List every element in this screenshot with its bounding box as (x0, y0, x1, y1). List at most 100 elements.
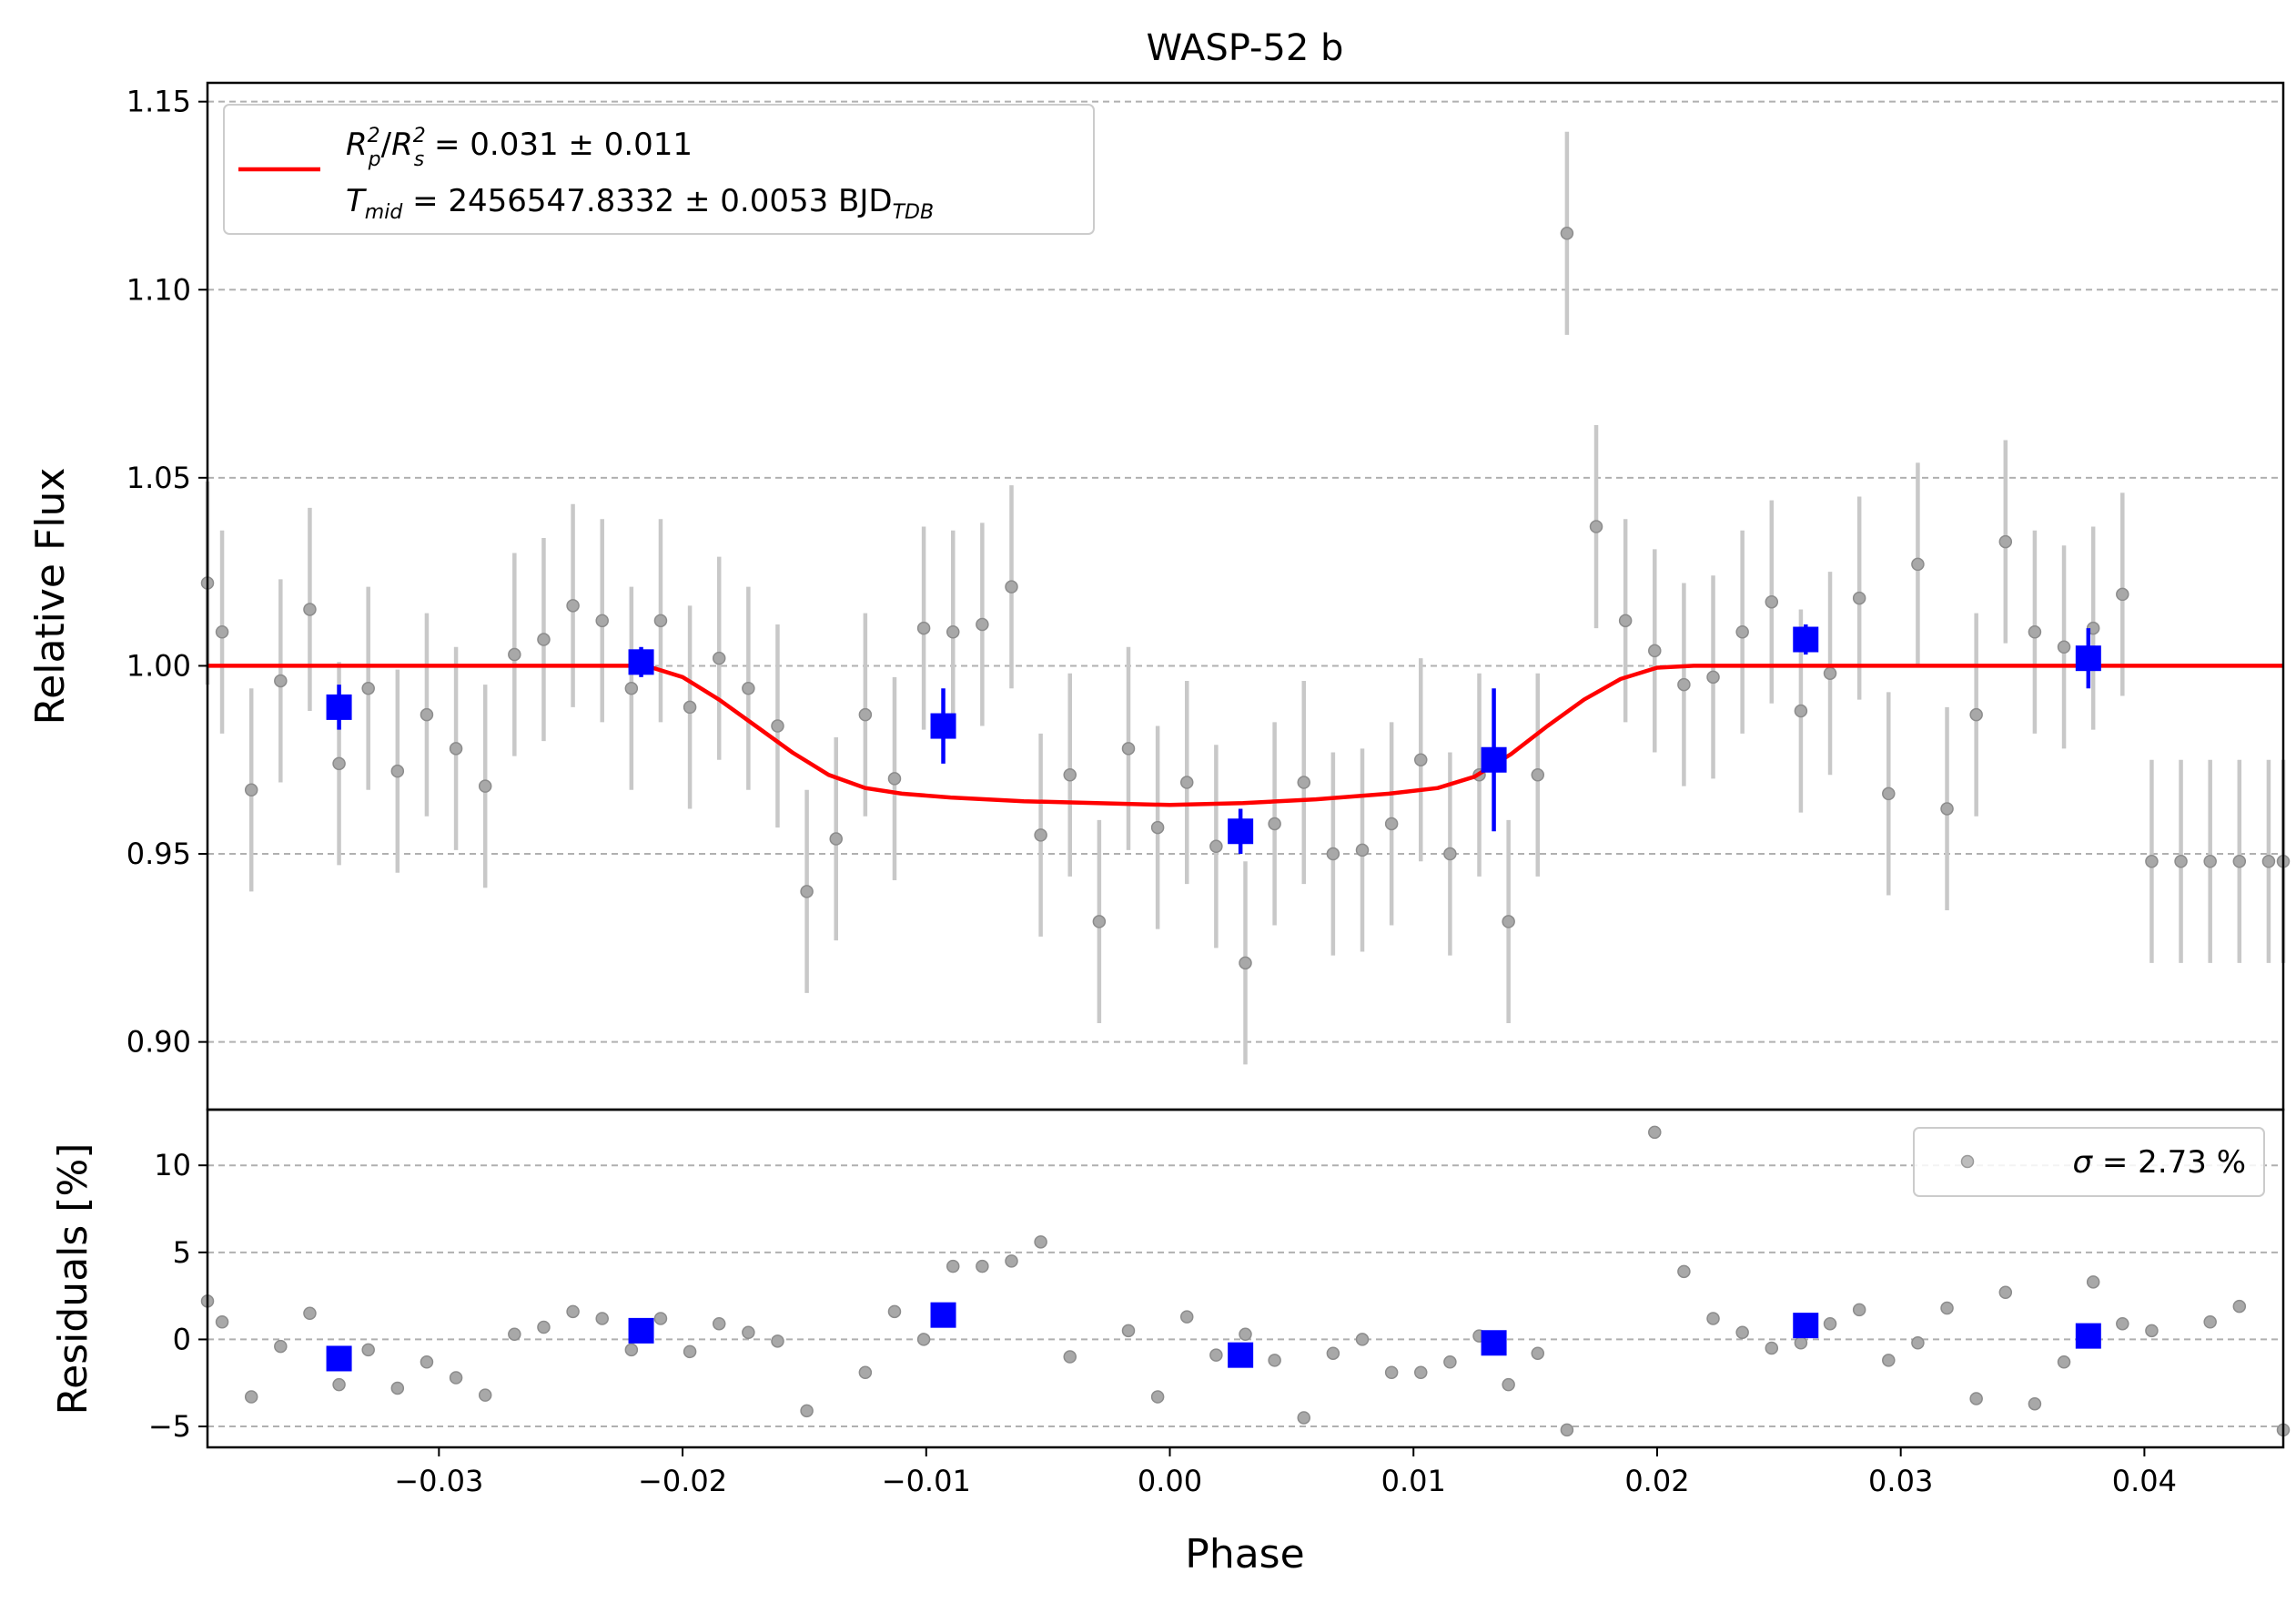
flux-data-point (2116, 587, 2129, 602)
flux-data-point (595, 614, 609, 628)
residual-data-point (1735, 1325, 1749, 1340)
residual-binned-point (930, 1302, 956, 1328)
flux-data-point (1794, 704, 1808, 718)
flux-data-point (390, 764, 405, 778)
legend-depth-text: R2 p/R2 s = 0.031 ± 0.011 (346, 125, 693, 171)
flux-data-points (200, 227, 2291, 970)
flux-data-point (1268, 817, 1281, 831)
residuals-y-tick-label: 0 (173, 1322, 191, 1356)
residual-data-point (508, 1327, 521, 1341)
residual-data-point (1355, 1333, 1370, 1346)
residual-data-point (800, 1404, 814, 1418)
residual-data-point (916, 1333, 931, 1346)
flux-data-point (2145, 855, 2159, 868)
residual-data-point (1150, 1390, 1165, 1404)
flux-data-point (1648, 644, 1662, 658)
flux-data-point (653, 614, 668, 628)
flux-data-point (829, 832, 843, 846)
residual-data-point (1297, 1411, 1311, 1425)
residuals-legend: σ = 2.73 % (1913, 1127, 2265, 1197)
flux-y-tick-label: 1.15 (126, 85, 191, 119)
residuals-gridlines (207, 1164, 2283, 1428)
residual-data-point (1940, 1301, 1954, 1315)
residual-data-point (215, 1315, 229, 1329)
flux-data-point (1823, 666, 1837, 680)
flux-data-point (537, 633, 551, 646)
x-tick-label: 0.02 (1624, 1464, 1689, 1498)
flux-data-point (1560, 227, 1574, 240)
residual-data-point (478, 1388, 492, 1402)
residual-data-point (1121, 1324, 1136, 1338)
residual-data-point (361, 1343, 375, 1357)
flux-data-point (683, 700, 697, 715)
residual-data-point (1852, 1303, 1866, 1317)
flux-y-tick-label: 1.05 (126, 461, 191, 495)
legend-sigma-text: σ = 2.73 % (2073, 1144, 2246, 1181)
flux-data-point (1121, 742, 1136, 756)
residual-data-point (683, 1344, 697, 1359)
residual-data-point (1823, 1316, 1837, 1331)
residual-data-point (1179, 1310, 1194, 1324)
residual-data-point (537, 1320, 551, 1334)
flux-binned-point (628, 649, 654, 675)
flux-data-point (566, 599, 580, 613)
residual-data-point (976, 1259, 989, 1273)
residual-data-point (1969, 1392, 1983, 1405)
transit-model-line (207, 664, 2283, 807)
residual-data-point (1794, 1336, 1808, 1350)
flux-data-point (1034, 828, 1047, 842)
flux-data-point (1209, 839, 1223, 854)
residual-data-point (1911, 1336, 1925, 1350)
x-ticks: −0.03 −0.02 −0.01 0.00 0.01 0.02 0.03 0.04 (394, 1447, 2177, 1498)
flux-y-tick-label: 0.95 (126, 837, 191, 871)
residual-data-point (1384, 1365, 1399, 1380)
residual-data-point (420, 1355, 434, 1369)
residual-data-point (2028, 1396, 2042, 1411)
residual-data-point (1502, 1377, 1515, 1392)
residual-data-point (2116, 1316, 2129, 1331)
flux-errorbars (205, 131, 2286, 1065)
residual-data-point (946, 1259, 960, 1273)
residual-data-point (449, 1371, 463, 1385)
flux-data-point (742, 681, 755, 695)
residual-data-point (2145, 1324, 2159, 1338)
flux-data-point (1005, 580, 1018, 594)
residuals-data-points (200, 1125, 2291, 1437)
flux-binned-points (326, 624, 2101, 855)
residual-data-point (742, 1325, 755, 1340)
flux-data-point (1735, 625, 1749, 639)
residual-data-point (1209, 1348, 1223, 1362)
flux-data-point (1706, 670, 1720, 685)
residual-data-point (2232, 1299, 2247, 1314)
flux-data-point (858, 707, 873, 722)
residual-binned-point (1228, 1342, 1254, 1368)
residuals-panel: −5 0 5 10 −0.03 −0.02 −0.01 0.00 0.01 0.02 0.03 0.… (50, 1108, 2291, 1578)
flux-data-point (508, 647, 521, 662)
residual-data-point (595, 1312, 609, 1325)
flux-data-point (1326, 847, 1340, 861)
flux-data-point (1239, 956, 1252, 970)
flux-y-tick-label: 1.00 (126, 648, 191, 683)
residual-data-point (2203, 1315, 2217, 1329)
flux-data-point (420, 707, 434, 722)
residual-data-point (1765, 1341, 1779, 1355)
flux-data-point (946, 625, 960, 639)
flux-data-point (244, 783, 258, 797)
residual-binned-point (628, 1317, 654, 1344)
residual-data-point (1706, 1312, 1720, 1325)
flux-data-point (1998, 534, 2013, 549)
flux-data-point (1911, 557, 1925, 572)
flux-y-ticks: 0.90 0.95 1.00 1.05 1.10 1.15 (126, 85, 207, 1060)
legend-tmid-text: Tmid = 2456547.8332 ± 0.0053 BJDTDB (346, 183, 934, 224)
residual-data-point (1034, 1235, 1047, 1249)
flux-binned-point (1481, 746, 1507, 773)
x-tick-label: 0.00 (1138, 1464, 1202, 1498)
flux-data-point (1618, 614, 1633, 628)
residual-data-point (771, 1334, 784, 1348)
x-tick-label: 0.03 (1868, 1464, 1933, 1498)
residual-data-point (1443, 1355, 1457, 1369)
flux-data-point (1969, 707, 1983, 722)
residual-data-point (1882, 1354, 1896, 1367)
residual-data-point (1648, 1125, 1662, 1140)
